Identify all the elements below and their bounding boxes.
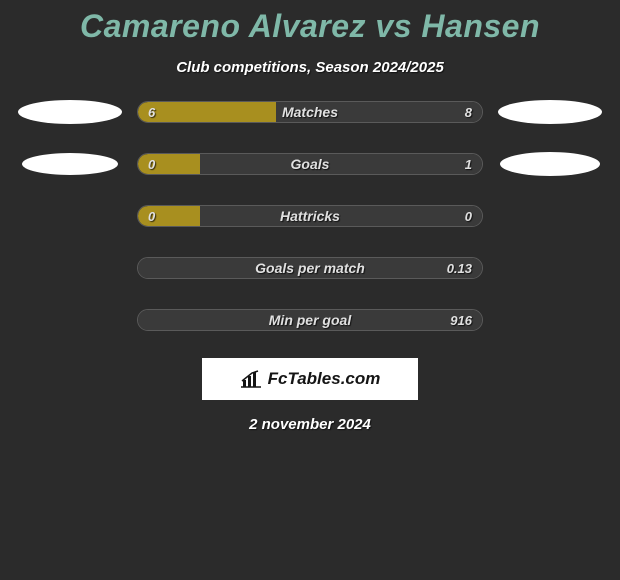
brand-box: FcTables.com [202,358,418,400]
subtitle: Club competitions, Season 2024/2025 [0,59,620,76]
right-team-marker [495,254,605,282]
left-team-marker [15,306,125,334]
stat-bar-left-fill [138,154,200,174]
stat-bar: 916Min per goal [137,309,483,331]
left-team-marker [15,150,125,178]
right-team-marker [495,98,605,126]
stat-bar: 0.13Goals per match [137,257,483,279]
stat-bar: 00Hattricks [137,205,483,227]
stat-row: 916Min per goal [0,306,620,334]
stat-bar-right-fill [200,154,482,174]
right-team-marker [495,202,605,230]
comparison-infographic: Camareno Alvarez vs Hansen Club competit… [0,0,620,433]
stat-bar: 01Goals [137,153,483,175]
bar-chart-icon [240,370,262,388]
stat-bar-right-fill [200,206,482,226]
stat-bar-right-fill [138,258,482,278]
stat-bar: 68Matches [137,101,483,123]
left-team-marker [15,202,125,230]
right-team-marker [495,150,605,178]
stat-bar-right-fill [138,310,482,330]
left-team-marker [15,254,125,282]
footer-date: 2 november 2024 [0,416,620,433]
stat-bar-left-fill [138,102,276,122]
stat-row: 01Goals [0,150,620,178]
stat-bar-right-fill [276,102,482,122]
stat-bar-left-fill [138,206,200,226]
right-team-marker [495,306,605,334]
left-team-marker [15,98,125,126]
stat-row: 0.13Goals per match [0,254,620,282]
stat-row: 00Hattricks [0,202,620,230]
stat-rows: 68Matches 01Goals 00Hattricks 0.13Goals per… [0,98,620,334]
page-title: Camareno Alvarez vs Hansen [0,8,620,45]
brand-text: FcTables.com [268,369,381,389]
stat-row: 68Matches [0,98,620,126]
